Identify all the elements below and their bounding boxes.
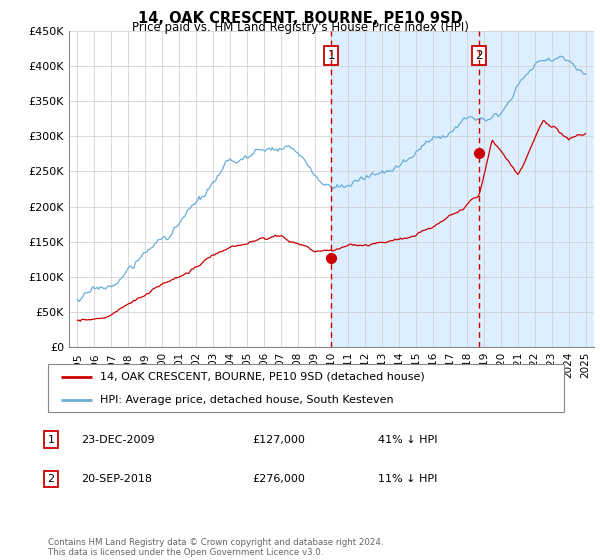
Text: HPI: Average price, detached house, South Kesteven: HPI: Average price, detached house, Sout… (100, 395, 393, 405)
Text: 20-SEP-2018: 20-SEP-2018 (81, 474, 152, 484)
Text: 1: 1 (328, 49, 335, 62)
FancyBboxPatch shape (48, 364, 564, 412)
Text: 14, OAK CRESCENT, BOURNE, PE10 9SD (detached house): 14, OAK CRESCENT, BOURNE, PE10 9SD (deta… (100, 372, 424, 382)
Text: 41% ↓ HPI: 41% ↓ HPI (378, 435, 437, 445)
Text: 11% ↓ HPI: 11% ↓ HPI (378, 474, 437, 484)
Text: £127,000: £127,000 (252, 435, 305, 445)
Text: 23-DEC-2009: 23-DEC-2009 (81, 435, 155, 445)
Text: 2: 2 (47, 474, 55, 484)
Text: Price paid vs. HM Land Registry's House Price Index (HPI): Price paid vs. HM Land Registry's House … (131, 21, 469, 34)
Text: Contains HM Land Registry data © Crown copyright and database right 2024.
This d: Contains HM Land Registry data © Crown c… (48, 538, 383, 557)
Text: £276,000: £276,000 (252, 474, 305, 484)
Text: 1: 1 (47, 435, 55, 445)
Text: 2: 2 (475, 49, 483, 62)
Text: 14, OAK CRESCENT, BOURNE, PE10 9SD: 14, OAK CRESCENT, BOURNE, PE10 9SD (137, 11, 463, 26)
Bar (331, 31, 594, 347)
